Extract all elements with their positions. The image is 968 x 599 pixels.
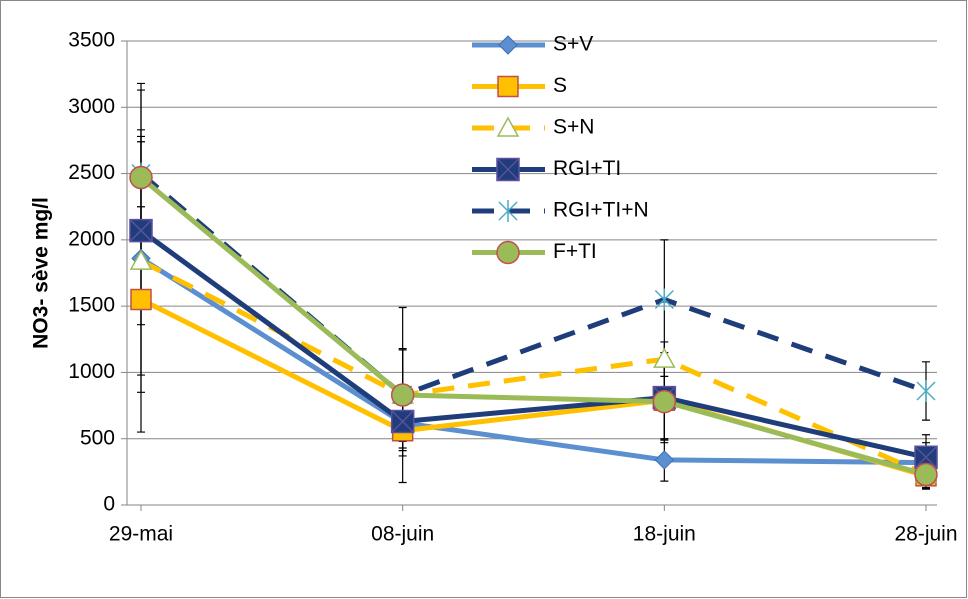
y-tick-label: 500 [80, 426, 115, 449]
marker [129, 218, 153, 243]
legend-marker [496, 116, 520, 137]
marker [652, 389, 677, 414]
legend-marker [496, 157, 520, 182]
marker [129, 249, 153, 270]
y-tick-label: 0 [103, 493, 115, 516]
y-tick-label: 1000 [68, 360, 115, 383]
legend-marker [496, 240, 520, 265]
marker [654, 450, 675, 470]
legend-marker [498, 35, 518, 55]
legend-label: S+N [553, 116, 594, 139]
x-tick-label: 28-juin [894, 523, 957, 546]
legend-marker [497, 75, 519, 98]
x-tick-label: 18-juin [633, 523, 696, 546]
marker [916, 379, 936, 402]
series-line [139, 171, 927, 398]
marker [654, 288, 674, 311]
y-tick-label: 3500 [68, 29, 115, 52]
marker [130, 288, 152, 311]
y-tick-label: 1500 [68, 294, 115, 317]
marker [653, 347, 676, 368]
legend-label: S [553, 74, 567, 97]
series-line [139, 228, 927, 460]
marker [914, 445, 938, 470]
legend-marker [498, 200, 518, 222]
y-tick-label: 2500 [68, 161, 115, 184]
legend-label: RGI+TI [553, 157, 621, 180]
marker [914, 462, 938, 487]
series-line [139, 256, 927, 466]
x-tick-label: 08-juin [371, 523, 434, 546]
series-line [139, 175, 927, 477]
marker [390, 409, 415, 434]
x-tick-label: 29-mai [109, 523, 173, 546]
y-tick-label: 3000 [68, 95, 115, 118]
legend-label: RGI+TI+N [553, 199, 649, 222]
y-tick-label: 2000 [68, 227, 115, 250]
y-axis-title: NO3- sève mg/l [30, 197, 53, 349]
legend-label: S+V [553, 33, 593, 56]
legend-label: F+TI [553, 240, 597, 263]
marker [129, 165, 153, 190]
marker [390, 383, 415, 407]
